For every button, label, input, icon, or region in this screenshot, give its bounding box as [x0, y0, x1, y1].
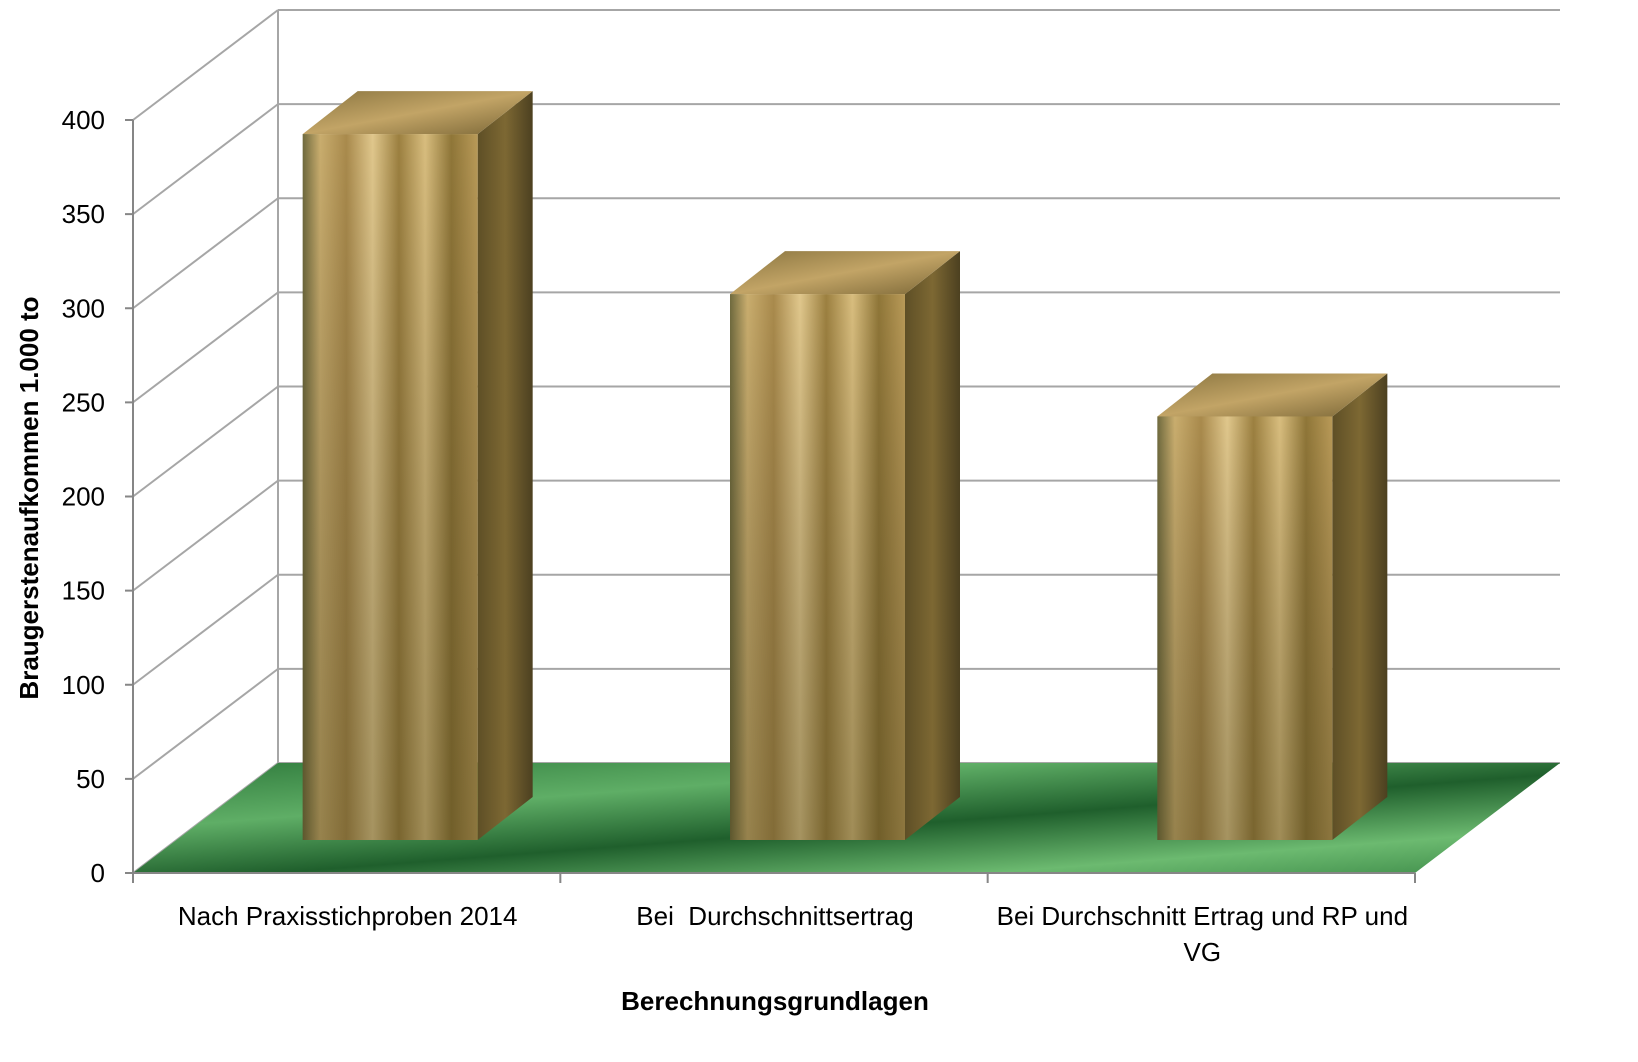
- grid-line-side: [132, 103, 279, 215]
- grid-line-side: [132, 385, 279, 498]
- bar-top: [1157, 373, 1388, 417]
- bar-side: [1332, 373, 1388, 840]
- bar-front-shade: [1157, 416, 1333, 840]
- bars: [302, 91, 1388, 840]
- x-tick-label: Bei Durchschnittsertrag: [636, 901, 914, 931]
- grid-line-side: [132, 291, 279, 404]
- bar-front-shade: [730, 294, 905, 840]
- grid-line-side: [132, 479, 279, 592]
- y-tick-label: 350: [62, 199, 105, 229]
- y-tick-label: 200: [62, 482, 105, 512]
- grid-line-side: [132, 668, 279, 780]
- y-tick-label: 250: [62, 387, 105, 417]
- grid-line-side: [132, 573, 279, 686]
- axes: 0 50 100 150 200 250 300 350 400: [62, 105, 1416, 888]
- x-axis-title: Berechnungsgrundlagen: [621, 986, 929, 1016]
- x-tick-label: Nach Praxisstichproben 2014: [177, 901, 518, 931]
- bar: [1157, 373, 1388, 840]
- y-tick-label: 100: [62, 670, 105, 700]
- y-axis-title: Braugerstenaufkommen 1.000 to: [14, 296, 44, 699]
- x-tick-label: Bei Durchschnitt Ertrag und RP und VG: [996, 901, 1416, 967]
- y-tick-label: 300: [62, 293, 105, 323]
- bar-top: [730, 251, 960, 295]
- y-tick-label: 50: [76, 764, 105, 794]
- y-tick-label: 150: [62, 576, 105, 606]
- y-tick-label: 400: [62, 105, 105, 135]
- bar: [302, 91, 533, 840]
- grid-line-side: [132, 9, 279, 121]
- bar-front-shade: [302, 134, 478, 840]
- bar-side: [905, 251, 960, 840]
- y-tick-label: 0: [91, 858, 105, 888]
- bar-side: [477, 91, 533, 840]
- bar: [730, 251, 960, 840]
- grid-line-side: [132, 197, 279, 310]
- bar-top: [302, 91, 533, 135]
